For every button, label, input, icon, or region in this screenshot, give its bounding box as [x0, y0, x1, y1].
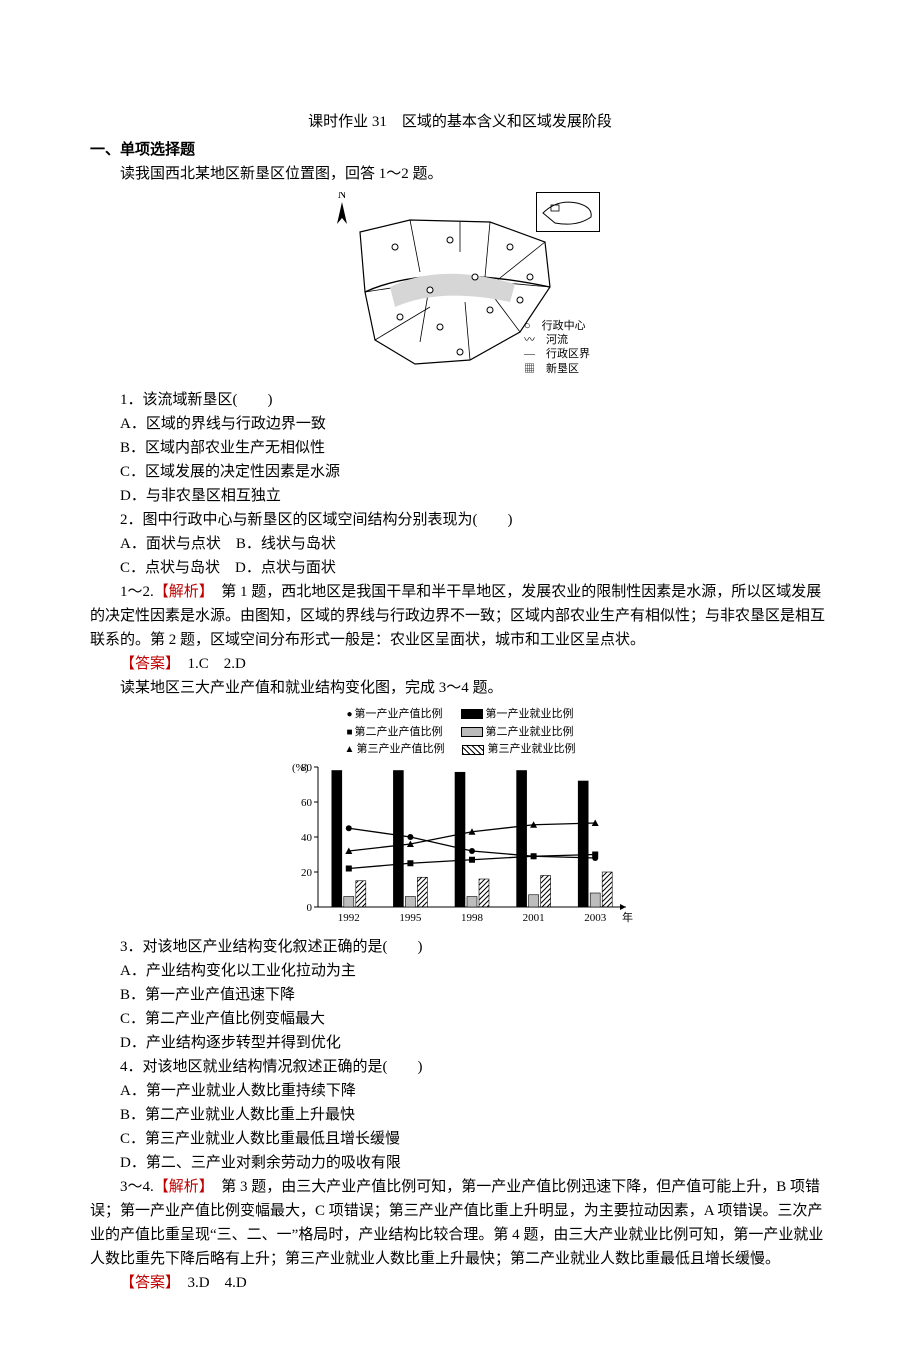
- svg-text:80: 80: [301, 762, 313, 774]
- q3-c: C．第二产业产值比例变幅最大: [90, 1007, 830, 1031]
- chart-legend-row2: 第二产业产值比例 第二产业就业比例: [280, 724, 640, 742]
- q1-d: D．与非农垦区相互独立: [90, 484, 830, 508]
- q2-stem: 2．图中行政中心与新垦区的区域空间结构分别表现为( ): [90, 508, 830, 532]
- map-holder: N: [320, 192, 600, 382]
- svg-text:0: 0: [307, 902, 313, 914]
- q4-a: A．第一产业就业人数比重持续下降: [90, 1079, 830, 1103]
- q1-a: A．区域的界线与行政边界一致: [90, 412, 830, 436]
- svg-text:20: 20: [301, 867, 313, 879]
- answer-1: 【答案】 1.C 2.D: [90, 652, 830, 676]
- section-heading: 一、单项选择题: [90, 138, 830, 162]
- svg-text:1995: 1995: [399, 912, 422, 924]
- chart-figure: 第一产业产值比例 第一产业就业比例 第二产业产值比例 第二产业就业比例 第三产业…: [90, 706, 830, 929]
- chart-holder: 第一产业产值比例 第一产业就业比例 第二产业产值比例 第二产业就业比例 第三产业…: [280, 706, 640, 929]
- answer-2: 【答案】 3.D 4.D: [90, 1271, 830, 1295]
- q1-stem: 1．该流域新垦区( ): [90, 388, 830, 412]
- chart-legend-row3: 第三产业产值比例 第三产业就业比例: [280, 741, 640, 759]
- q3-stem: 3．对该地区产业结构变化叙述正确的是( ): [90, 935, 830, 959]
- svg-text:N: N: [338, 192, 347, 201]
- svg-text:年: 年: [622, 910, 633, 924]
- map-legend: ○ 行政中心 〰 河流 ― 行政区界 ▦ 新垦区: [524, 319, 590, 376]
- svg-text:40: 40: [301, 832, 313, 844]
- answer-label: 【答案】: [120, 1275, 173, 1291]
- svg-text:1998: 1998: [461, 912, 484, 924]
- q2-cd: C．点状与岛状 D．点状与面状: [90, 556, 830, 580]
- q4-stem: 4．对该地区就业结构情况叙述正确的是( ): [90, 1055, 830, 1079]
- intro-text-2: 读某地区三大产业产值和就业结构变化图，完成 3～4 题。: [90, 676, 830, 700]
- analysis-label: 【解析】: [154, 584, 207, 600]
- chart-legend-row1: 第一产业产值比例 第一产业就业比例: [280, 706, 640, 724]
- svg-text:2001: 2001: [523, 912, 545, 924]
- analysis-2: 3～4.【解析】 第 3 题，由三大产业产值比例可知，第一产业产值比例迅速下降，…: [90, 1175, 830, 1271]
- svg-text:1992: 1992: [338, 912, 360, 924]
- map-inset: [536, 192, 600, 232]
- map-figure: N: [90, 192, 830, 382]
- intro-text-1: 读我国西北某地区新垦区位置图，回答 1～2 题。: [90, 162, 830, 186]
- svg-text:60: 60: [301, 797, 313, 809]
- svg-text:2003: 2003: [584, 912, 607, 924]
- answer-label: 【答案】: [120, 656, 173, 672]
- q1-b: B．区域内部农业生产无相似性: [90, 436, 830, 460]
- page-title: 课时作业 31 区域的基本含义和区域发展阶段: [90, 110, 830, 134]
- q2-ab: A．面状与点状 B．线状与岛状: [90, 532, 830, 556]
- analysis-label: 【解析】: [154, 1179, 207, 1195]
- chart-svg: (%)02040608019921995199820012003年: [280, 759, 640, 929]
- q4-d: D．第二、三产业对剩余劳动力的吸收有限: [90, 1151, 830, 1175]
- q4-b: B．第二产业就业人数比重上升最快: [90, 1103, 830, 1127]
- q3-d: D．产业结构逐步转型并得到优化: [90, 1031, 830, 1055]
- q1-c: C．区域发展的决定性因素是水源: [90, 460, 830, 484]
- analysis-1: 1～2.【解析】 第 1 题，西北地区是我国干旱和半干旱地区，发展农业的限制性因…: [90, 580, 830, 652]
- q3-b: B．第一产业产值迅速下降: [90, 983, 830, 1007]
- q4-c: C．第三产业就业人数比重最低且增长缓慢: [90, 1127, 830, 1151]
- q3-a: A．产业结构变化以工业化拉动为主: [90, 959, 830, 983]
